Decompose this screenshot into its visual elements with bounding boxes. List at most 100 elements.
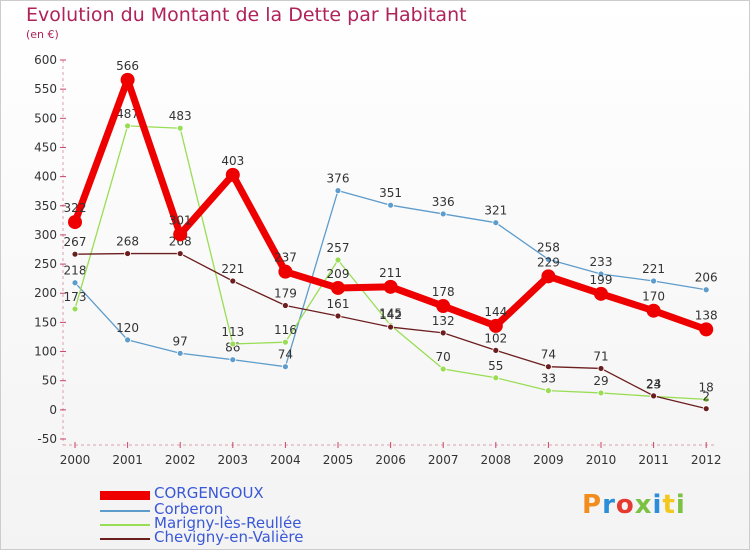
data-point [439,210,447,218]
data-label: 237 [274,251,297,265]
y-tick-label: 600 [34,53,57,67]
data-point [702,286,710,294]
data-point [488,318,503,333]
data-point [492,374,500,382]
y-tick-label: 150 [34,315,57,329]
data-point [545,387,552,395]
data-point [597,389,605,397]
legend-swatch [100,524,150,526]
data-label: 74 [541,348,556,362]
data-point [176,349,184,357]
data-label: 403 [221,154,244,168]
data-label: 120 [116,321,139,335]
data-label: 566 [116,59,139,73]
data-point [176,250,184,257]
data-label: 221 [642,262,665,276]
data-label: 29 [593,374,608,388]
data-label: 116 [274,323,297,337]
data-point [541,269,556,284]
y-tick-label: 500 [34,111,57,125]
y-tick-label: 400 [34,170,57,184]
legend-item-marigny: Marigny-lès-Reullée [100,514,400,533]
data-point [278,264,293,279]
data-label: 161 [327,297,350,311]
data-label: 74 [278,348,293,362]
data-label: 142 [379,308,402,322]
data-point [334,256,342,264]
x-tick-label: 2006 [375,453,406,467]
x-tick-label: 2001 [112,453,143,467]
legend-item-corberon: Corberon [100,500,400,519]
y-tick-label: 0 [49,403,57,417]
data-point [71,250,79,258]
data-label: 145 [379,306,402,320]
data-point [71,305,79,313]
data-point [597,270,605,278]
data-label: 257 [327,241,350,255]
data-point [331,280,345,295]
data-label: 268 [116,235,139,249]
data-label: 97 [173,334,188,348]
data-label: 113 [221,325,244,339]
data-point [650,392,657,400]
data-point [124,336,131,344]
data-label: 178 [432,285,455,299]
data-point [334,312,342,320]
data-point [68,215,82,230]
data-point [124,250,131,257]
data-point [594,286,608,301]
legend-swatch [100,491,150,500]
data-point [439,329,447,337]
y-tick-label: 200 [34,286,57,300]
data-point [492,219,500,227]
data-point [281,338,289,346]
legend-label: CORGENGOUX [154,484,264,502]
legend-swatch [100,538,150,540]
legend-swatch [100,510,150,512]
data-point [702,395,710,403]
data-label: 351 [379,186,402,200]
data-label: 102 [484,331,507,345]
x-tick-label: 2007 [428,453,459,467]
x-tick-label: 2005 [323,453,354,467]
data-label: 199 [590,273,613,287]
data-point [225,167,240,182]
data-label: 18 [699,380,714,394]
data-point [229,277,237,285]
data-label: 144 [484,305,507,319]
data-point [120,72,135,87]
data-point [699,322,714,337]
x-tick-label: 2003 [218,453,249,467]
data-point [650,277,657,285]
data-label: 301 [169,213,192,227]
legend-label: Corberon [154,500,224,518]
data-label: 173 [64,290,87,304]
y-tick-label: 50 [42,374,57,388]
y-tick-label: 550 [34,82,57,96]
data-label: 483 [169,109,192,123]
data-label: 2 [702,390,710,404]
data-point [229,340,237,348]
data-point [281,363,289,371]
legend-label: Chevigny-en-Valière [154,528,304,546]
data-point [597,365,605,372]
y-tick-label: 250 [34,257,57,271]
x-tick-label: 2010 [586,453,617,467]
data-label: 376 [327,172,350,186]
data-label: 179 [274,286,297,300]
data-label: 23 [646,377,661,391]
data-label: 55 [488,359,503,373]
data-label: 267 [64,235,87,249]
data-label: 138 [695,308,718,322]
data-point [387,323,395,331]
data-point [173,227,188,242]
data-point [387,201,395,209]
y-tick-label: 450 [34,140,57,154]
x-tick-label: 2000 [60,453,91,467]
proxiti-logo: Proxiti [582,490,686,520]
legend-label: Marigny-lès-Reullée [154,514,302,532]
data-point [646,303,661,318]
legend-item-corgengoux: CORGENGOUX [100,484,400,503]
y-tick-label: -50 [37,432,57,446]
